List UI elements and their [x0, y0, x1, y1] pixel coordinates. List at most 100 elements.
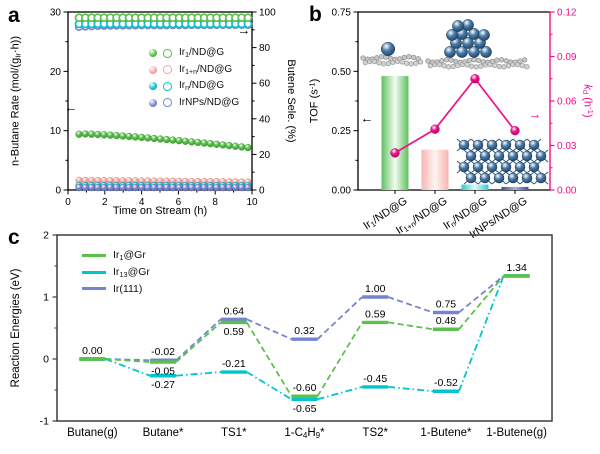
- energy-value-label: 0.75: [436, 299, 457, 311]
- open-marker-icon: [163, 65, 172, 75]
- left-axis-arrow-icon: ←: [360, 110, 374, 126]
- data-point: [206, 183, 215, 192]
- energy-value-label: 1.34: [506, 262, 527, 274]
- energy-value-label: 0.64: [224, 305, 245, 317]
- energy-value-label: 0.59: [365, 308, 386, 320]
- panel-c: -1 0 1 2 0.00 -0.02 -0.05 -0.27 0.64 0.59 -0.21 0.3…: [0, 230, 600, 454]
- panel-b-yleft-title: TOF (s-1): [307, 78, 321, 124]
- energy-connector: [175, 318, 222, 361]
- data-point: [219, 141, 227, 149]
- data-point: [131, 183, 139, 192]
- data-point: [125, 132, 133, 141]
- tick-label: 60: [259, 79, 271, 90]
- tick-label: 20: [259, 150, 271, 161]
- line-swatch-icon: [82, 270, 106, 274]
- energy-value-label: -0.52: [434, 377, 458, 389]
- energy-connector: [458, 275, 505, 314]
- panel-a-label: a: [8, 4, 20, 27]
- data-point: [112, 183, 121, 192]
- tick-label: 0: [259, 186, 265, 197]
- panel-a-x-title: Time on Stream (h): [112, 205, 208, 217]
- tick-label: 0.06: [557, 97, 577, 108]
- data-point: [162, 135, 171, 144]
- category-label: 1-C4H9*: [284, 427, 325, 440]
- energy-connector: [316, 296, 363, 340]
- tick-label: -1: [40, 416, 49, 428]
- tof-bar: [421, 149, 449, 190]
- data-point: [137, 133, 146, 142]
- energy-value-label: -0.65: [293, 403, 317, 415]
- energy-value-label: -0.02: [151, 346, 175, 358]
- kd-data-point: [470, 74, 480, 84]
- data-point: [175, 137, 183, 145]
- energy-value-label: 0.59: [224, 326, 245, 338]
- data-point: [213, 183, 221, 192]
- tick-label: 0: [65, 197, 71, 208]
- data-point: [87, 183, 96, 192]
- tick-label: 0: [43, 354, 49, 366]
- legend-label: Ir1/ND@G: [178, 47, 225, 60]
- data-point: [100, 131, 108, 139]
- tick-label: 0.25: [332, 126, 352, 137]
- tick-label: 2: [102, 197, 108, 208]
- data-point: [200, 139, 208, 147]
- data-point: [144, 183, 152, 192]
- panel-b: 0.00 0.25 0.50 0.75 0.00 0.03 0.06 0.09 0.12 TOF…: [300, 0, 600, 242]
- legend-label: Ir(111): [113, 282, 143, 295]
- category-label: Butane(g): [67, 427, 118, 439]
- data-point: [131, 133, 139, 141]
- tof-bar: [501, 186, 529, 190]
- open-marker-icon: [163, 98, 172, 108]
- data-point: [81, 183, 89, 192]
- energy-value-label: 0.32: [294, 325, 315, 337]
- tick-label: 40: [259, 114, 271, 125]
- tick-label: 6: [176, 197, 182, 208]
- kd-data-point: [430, 124, 440, 134]
- category-label: 1-Butene(g): [486, 427, 548, 439]
- data-point: [119, 183, 127, 192]
- energy-value-label: 1.00: [365, 283, 386, 295]
- data-point: [106, 183, 114, 192]
- energy-value-label: 0.00: [82, 345, 103, 357]
- tick-label: 0.09: [557, 52, 577, 63]
- data-point: [225, 183, 233, 192]
- data-point: [119, 132, 127, 140]
- data-point: [156, 183, 165, 192]
- data-point: [87, 130, 96, 138]
- energy-connector: [246, 318, 292, 340]
- data-point: [225, 141, 233, 150]
- panel-a: 0 2 4 6 8 10 0 10 20 30 0 20 40 60 80 100 n-Butane Rate…: [0, 0, 300, 230]
- energy-connector: [458, 275, 505, 330]
- category-label: Butane*: [142, 427, 184, 439]
- tick-label: 0.00: [332, 186, 352, 197]
- kd-data-point: [390, 148, 400, 158]
- line-swatch-icon: [82, 287, 106, 291]
- inset-single-Ir-atom-on-graphene-model: [360, 54, 424, 67]
- data-point: [231, 142, 240, 150]
- tof-bar: [461, 184, 489, 190]
- tof-bar: [381, 76, 409, 190]
- energy-value-label: -0.60: [293, 382, 317, 394]
- energy-connector: [388, 321, 434, 331]
- tick-label: 8: [212, 197, 218, 208]
- data-point: [94, 183, 102, 192]
- energy-connector: [458, 275, 505, 392]
- right-axis-arrow-icon: →: [528, 106, 542, 122]
- line-swatch-icon: [82, 253, 106, 257]
- energy-connector: [246, 321, 293, 397]
- panel-b-label: b: [309, 3, 322, 26]
- data-point: [238, 183, 246, 192]
- energy-value-label: -0.21: [222, 358, 246, 370]
- filled-marker-icon: [149, 65, 158, 74]
- data-point: [100, 183, 108, 192]
- tick-label: 0.75: [332, 8, 352, 19]
- energy-connector: [388, 386, 434, 393]
- data-point: [75, 183, 83, 192]
- data-point: [231, 183, 240, 192]
- legend-item: Ir13@Gr: [82, 264, 150, 281]
- tick-label: 0.03: [557, 141, 577, 152]
- energy-connector: [246, 371, 292, 401]
- data-point: [238, 143, 246, 151]
